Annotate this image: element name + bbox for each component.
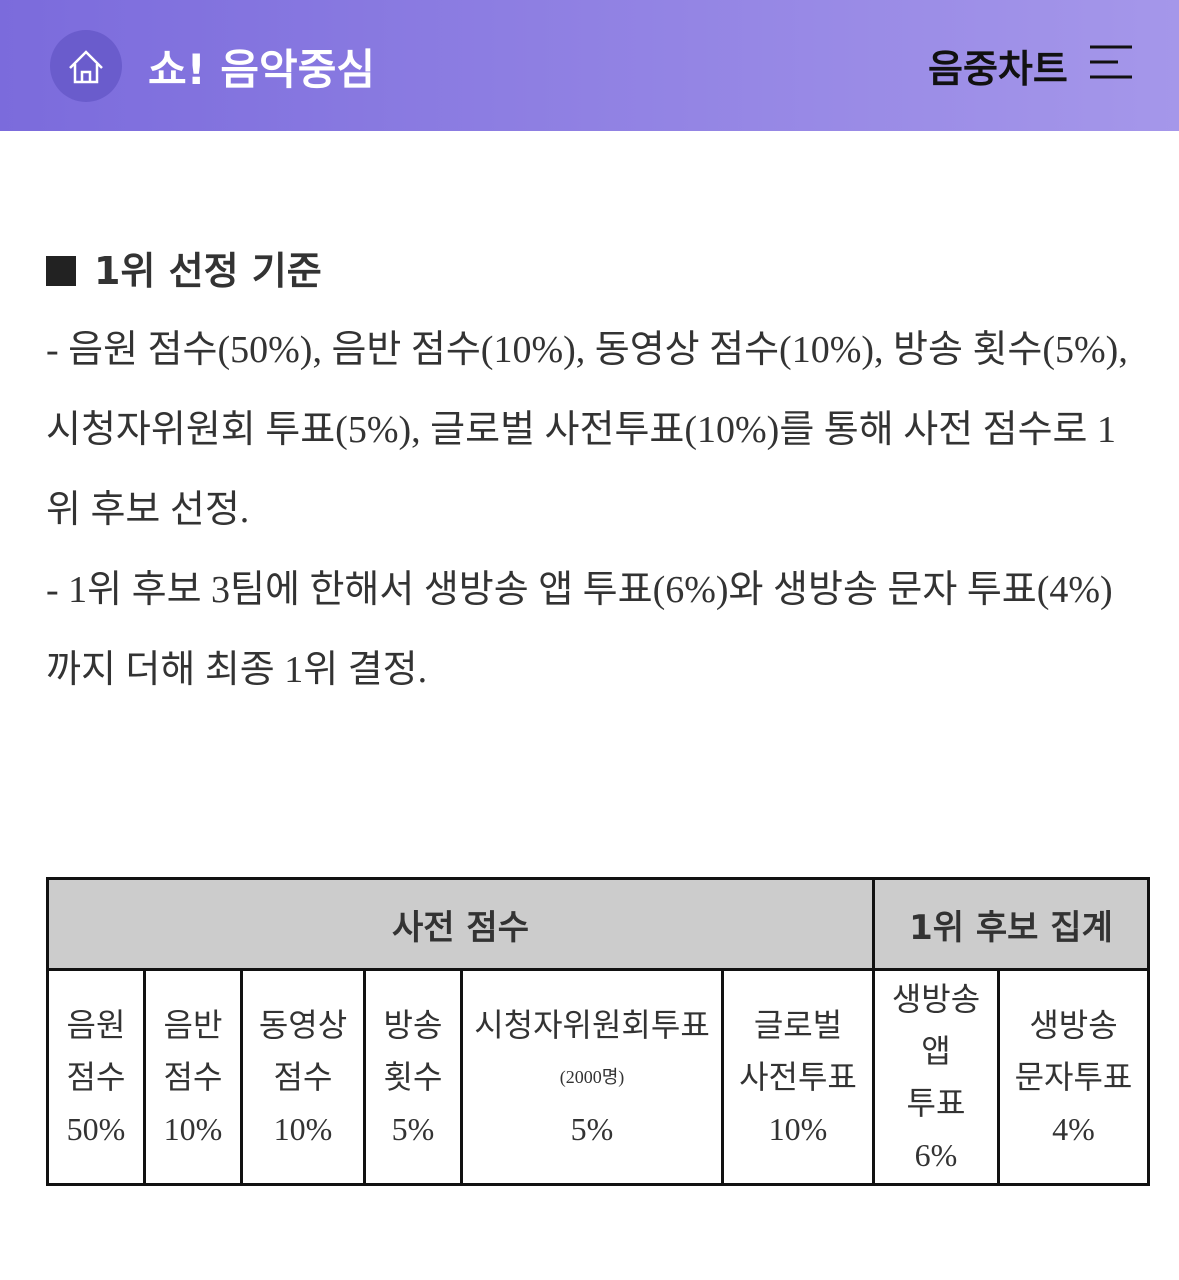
cell-label: 음반 — [163, 1007, 223, 1043]
cell-share: 50% — [66, 1111, 126, 1147]
home-button[interactable] — [50, 30, 122, 102]
heading-text: 1위 선정 기준 — [94, 249, 322, 293]
cell-share: 4% — [1052, 1111, 1095, 1147]
cell-label: 방송 — [383, 1007, 443, 1043]
group-header: 사전 점수 — [46, 877, 875, 971]
chart-menu-link[interactable]: 음중차트 — [928, 47, 1068, 91]
score-cell: 시청자위원회투표 (2000명) 5% — [460, 968, 724, 1186]
cell-label: 점수 — [66, 1059, 126, 1095]
cell-label: 글로벌 — [753, 1007, 843, 1043]
cell-label: 생방송 — [1029, 1007, 1118, 1043]
header-row: 사전 점수 1위 후보 집계 — [46, 877, 1150, 971]
cell-share: 10% — [768, 1111, 828, 1147]
site-title[interactable]: 쇼! 음악중심 — [148, 45, 375, 94]
paragraph: - 1위 후보 3팀에 한해서 생방송 앱 투표(6%)와 생방송 문자 투표(… — [46, 569, 1113, 691]
cell-label: 점수 — [163, 1059, 223, 1095]
cell-label: 사전투표 — [739, 1059, 857, 1095]
paragraph: - 음원 점수(50%), 음반 점수(10%), 동영상 점수(10%), 방… — [46, 329, 1128, 371]
cell-label: 동영상 — [258, 1007, 348, 1043]
menu-icon[interactable] — [1088, 44, 1134, 80]
cell-share: 10% — [273, 1111, 333, 1147]
paragraphs: - 음원 점수(50%), 음반 점수(10%), 동영상 점수(10%), 방… — [46, 310, 1136, 710]
cell-label: 생방송 — [891, 981, 981, 1017]
cell-label: 앱 — [921, 1033, 951, 1069]
cell-share: 5% — [391, 1111, 435, 1147]
cell-note: (2000명) — [559, 1067, 625, 1087]
cell-share: 5% — [570, 1111, 614, 1147]
cell-share: 10% — [163, 1111, 223, 1147]
bullet-square — [46, 256, 76, 286]
cell-label: 점수 — [273, 1059, 333, 1095]
cell-label: 시청자위원회투표 — [474, 1007, 710, 1043]
cell-label: 문자투표 — [1014, 1059, 1133, 1095]
section-heading: 1위 선정 기준 — [46, 240, 322, 295]
cell-share: 6% — [914, 1137, 958, 1173]
header-bar: 쇼! 음악중심 음중차트 — [0, 0, 1179, 131]
cell-label: 음원 — [66, 1007, 126, 1043]
cell-label: 횟수 — [383, 1059, 443, 1095]
cell-label: 투표 — [906, 1085, 966, 1121]
paragraph: 시청자위원회 투표(5%), 글로벌 사전투표(10%)를 통해 사전 점수로 … — [46, 409, 1117, 531]
group-header: 1위 후보 집계 — [872, 877, 1150, 971]
